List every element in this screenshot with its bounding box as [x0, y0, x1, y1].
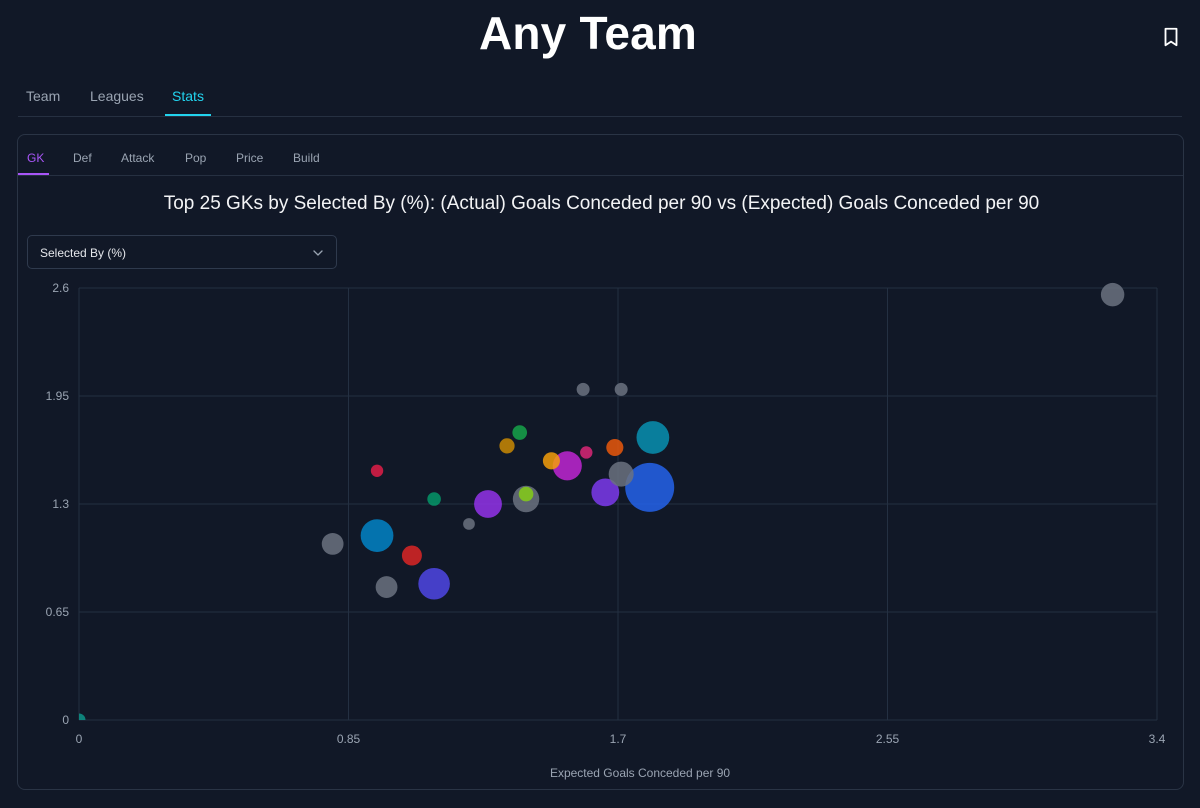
scatter-point: [499, 438, 515, 454]
x-tick-label: 0: [76, 732, 83, 746]
scatter-point: [375, 576, 398, 598]
chart-title: Top 25 GKs by Selected By (%): (Actual) …: [163, 193, 1040, 214]
x-tick-label: 3.4: [1149, 732, 1166, 746]
metric-select-value: Selected By (%): [40, 246, 127, 260]
scatter-point: [606, 438, 624, 457]
tab-team[interactable]: Team: [26, 88, 61, 104]
x-tick-label: 0.85: [337, 732, 361, 746]
scatter-point: [518, 486, 534, 502]
y-tick-label: 2.6: [52, 281, 69, 295]
scatter-point: [552, 451, 582, 481]
metric-select[interactable]: Selected By (%): [27, 235, 337, 269]
y-tick-label: 1.3: [52, 497, 69, 511]
scatter-point: [370, 464, 384, 477]
points-layer: [79, 282, 1125, 720]
y-tick-label: 1.95: [46, 389, 70, 403]
scatter-point: [542, 452, 560, 470]
scatter-point: [580, 446, 593, 459]
scatter-point: [427, 492, 441, 506]
stats-subnav: GK Def Attack Pop Price Build: [18, 135, 1183, 176]
y-tick-label: 0.65: [46, 605, 70, 619]
scatter-point: [1100, 282, 1125, 307]
scatter-point: [321, 532, 344, 555]
scatter-point: [608, 461, 634, 487]
subtab-def[interactable]: Def: [73, 151, 92, 165]
scatter-point: [360, 519, 394, 552]
scatter-point: [401, 545, 422, 566]
tab-leagues[interactable]: Leagues: [90, 88, 144, 104]
chevron-down-icon: [313, 250, 323, 256]
scatter-point: [79, 713, 86, 720]
subtab-gk[interactable]: GK: [27, 151, 45, 165]
scatter-point: [463, 518, 475, 530]
scatter-point: [591, 478, 620, 507]
subtab-attack[interactable]: Attack: [121, 151, 155, 165]
scatter-point: [512, 425, 528, 440]
bookmark-icon[interactable]: [1160, 24, 1182, 50]
subtab-pop[interactable]: Pop: [185, 151, 207, 165]
scatter-point: [418, 567, 450, 600]
stats-panel: GK Def Attack Pop Price Build Top 25 GKs…: [17, 134, 1184, 790]
subtab-active-indicator: [18, 173, 49, 175]
top-nav: Team Leagues Stats: [18, 80, 1182, 117]
x-tick-label: 2.55: [876, 732, 900, 746]
y-tick-label: 0: [62, 713, 69, 727]
scatter-point: [474, 490, 502, 518]
tab-stats[interactable]: Stats: [165, 80, 211, 116]
x-axis-label: Expected Goals Conceded per 90: [550, 766, 730, 780]
subtab-price[interactable]: Price: [236, 151, 264, 165]
scatter-point: [636, 421, 670, 454]
scatter-point: [614, 382, 628, 396]
page-title: Any Team: [478, 7, 698, 59]
subtab-build[interactable]: Build: [293, 151, 320, 165]
scatter-point: [576, 382, 590, 396]
x-tick-label: 1.7: [610, 732, 627, 746]
scatter-point: [625, 462, 675, 512]
